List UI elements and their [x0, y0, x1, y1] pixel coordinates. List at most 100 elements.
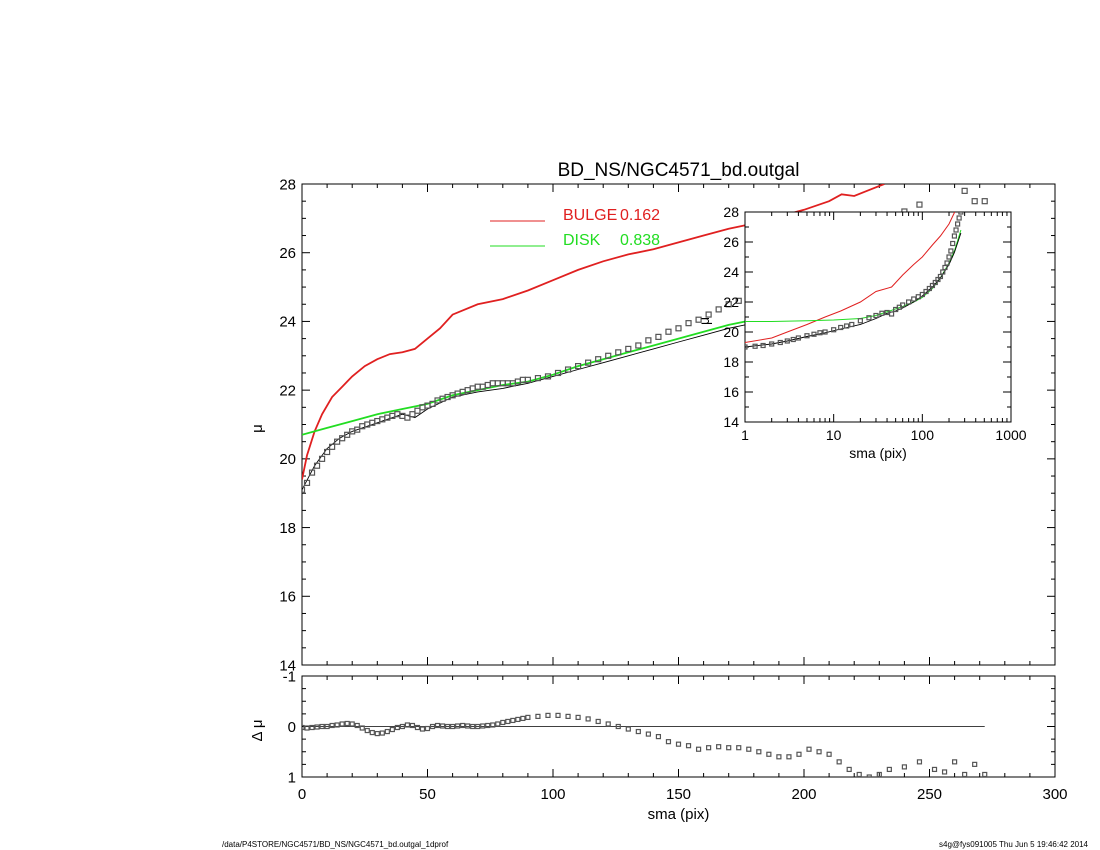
main-data-point — [585, 359, 592, 366]
residual-data-point — [470, 723, 476, 730]
residual-data-point — [931, 766, 938, 773]
inset-data-point — [811, 331, 817, 337]
inset-ytick-label: 22 — [723, 294, 739, 310]
inset-data-point — [873, 312, 879, 319]
main-data-point — [404, 414, 411, 421]
inset-data-point — [953, 227, 959, 233]
inset-data-point — [817, 330, 823, 336]
main-data-point — [344, 431, 351, 438]
inset-data-point — [777, 339, 783, 346]
main-ylabel: μ — [249, 424, 266, 433]
residual-data-point — [505, 718, 511, 725]
residual-data-point — [384, 728, 390, 735]
inset-data-point — [900, 302, 906, 308]
main-data-point — [329, 443, 336, 450]
residual-data-point — [916, 759, 923, 765]
main-data-point — [615, 349, 622, 356]
residual-data-point — [886, 766, 892, 773]
residual-xlabel: sma (pix) — [648, 806, 710, 823]
residual-data-point — [399, 723, 405, 730]
inset-data-point — [769, 341, 775, 347]
main-data-point — [524, 376, 532, 383]
inset-ytick-label: 20 — [723, 324, 739, 340]
inset-xlabel: sma (pix) — [849, 445, 907, 461]
inset-data-point — [790, 336, 796, 343]
main-data-point — [302, 486, 306, 493]
residual-xtick-label: 300 — [1042, 786, 1067, 803]
inset-data-point — [944, 260, 950, 266]
residual-data-point — [645, 731, 651, 737]
main-data-point — [544, 373, 552, 380]
residual-data-point — [414, 724, 421, 731]
residual-data-point — [344, 720, 350, 727]
residual-data-point — [490, 722, 496, 728]
inset-data-point — [946, 254, 952, 260]
main-data-point — [534, 375, 542, 382]
inset-series-group — [745, 212, 964, 350]
main-data-point — [725, 301, 732, 308]
residual-ytick-label: 0 — [288, 719, 296, 736]
residual-series-group — [302, 712, 988, 777]
residual-data-point — [329, 722, 335, 729]
inset-ylabel: μ — [696, 317, 712, 325]
main-data-point — [574, 362, 582, 370]
legend-disk-label: DISK — [563, 232, 601, 249]
main-data-point — [715, 306, 722, 313]
main-data-point — [675, 325, 682, 332]
residual-xtick-label: 0 — [298, 786, 306, 803]
residual-data-point — [409, 722, 416, 729]
main-ytick-label: 28 — [279, 176, 296, 193]
inset-data-point — [956, 215, 962, 221]
residual-ylabel: Δ μ — [249, 719, 266, 741]
residual-data-point — [685, 743, 692, 749]
residual-data-point — [635, 728, 641, 735]
main-data-point — [318, 455, 326, 462]
residual-xtick-label: 50 — [419, 786, 436, 803]
inset-xtick-label: 100 — [911, 427, 935, 443]
residual-data-point — [394, 724, 400, 731]
inset-data-point — [879, 310, 885, 316]
inset-data-point — [923, 288, 929, 295]
residual-data-point — [695, 746, 702, 752]
residual-data-point — [424, 725, 431, 732]
main-data-point — [665, 328, 672, 335]
residual-data-point — [846, 766, 852, 773]
inset-ytick-label: 16 — [723, 384, 739, 400]
residual-data-point — [615, 723, 621, 730]
main-data-point — [429, 400, 436, 407]
residual-data-point — [389, 726, 395, 733]
legend-bulge-value: 0.162 — [620, 207, 660, 224]
inset-ytick-label: 28 — [723, 204, 739, 220]
residual-data-point — [941, 769, 948, 775]
main-data-point — [685, 320, 692, 327]
inset-ytick-label: 18 — [723, 354, 739, 370]
main-data-point — [981, 198, 988, 205]
main-data-point — [971, 198, 978, 205]
residual-data-point — [726, 745, 732, 751]
footer-timestamp: s4g@fys091005 Thu Jun 5 19:46:42 2014 — [939, 840, 1088, 849]
residual-data-point — [816, 749, 822, 755]
footer-path: /data/P4STORE/NGC4571/BD_NS/NGC4571_bd.o… — [222, 840, 449, 849]
inset-data-point — [888, 311, 895, 317]
main-ytick-label: 26 — [279, 245, 296, 262]
inset-data-point — [795, 335, 801, 341]
residual-data-point — [369, 729, 375, 736]
residual-data-point — [806, 746, 812, 752]
main-data-point — [635, 342, 642, 349]
residual-data-point — [575, 714, 581, 721]
residual-xtick-label: 150 — [666, 786, 691, 803]
main-ytick-label: 22 — [279, 382, 296, 399]
main-ytick-label: 16 — [279, 589, 296, 606]
residual-data-point — [595, 718, 601, 725]
residual-data-point — [500, 719, 506, 726]
residual-data-point — [460, 722, 466, 729]
residual-data-point — [520, 715, 526, 722]
main-data-point — [916, 201, 923, 208]
residual-data-point — [786, 754, 792, 760]
main-data-point — [354, 426, 361, 433]
residual-data-point — [455, 723, 461, 729]
main-data-point — [705, 311, 712, 318]
main-data-point — [735, 297, 742, 304]
inset-data-point — [752, 343, 758, 349]
